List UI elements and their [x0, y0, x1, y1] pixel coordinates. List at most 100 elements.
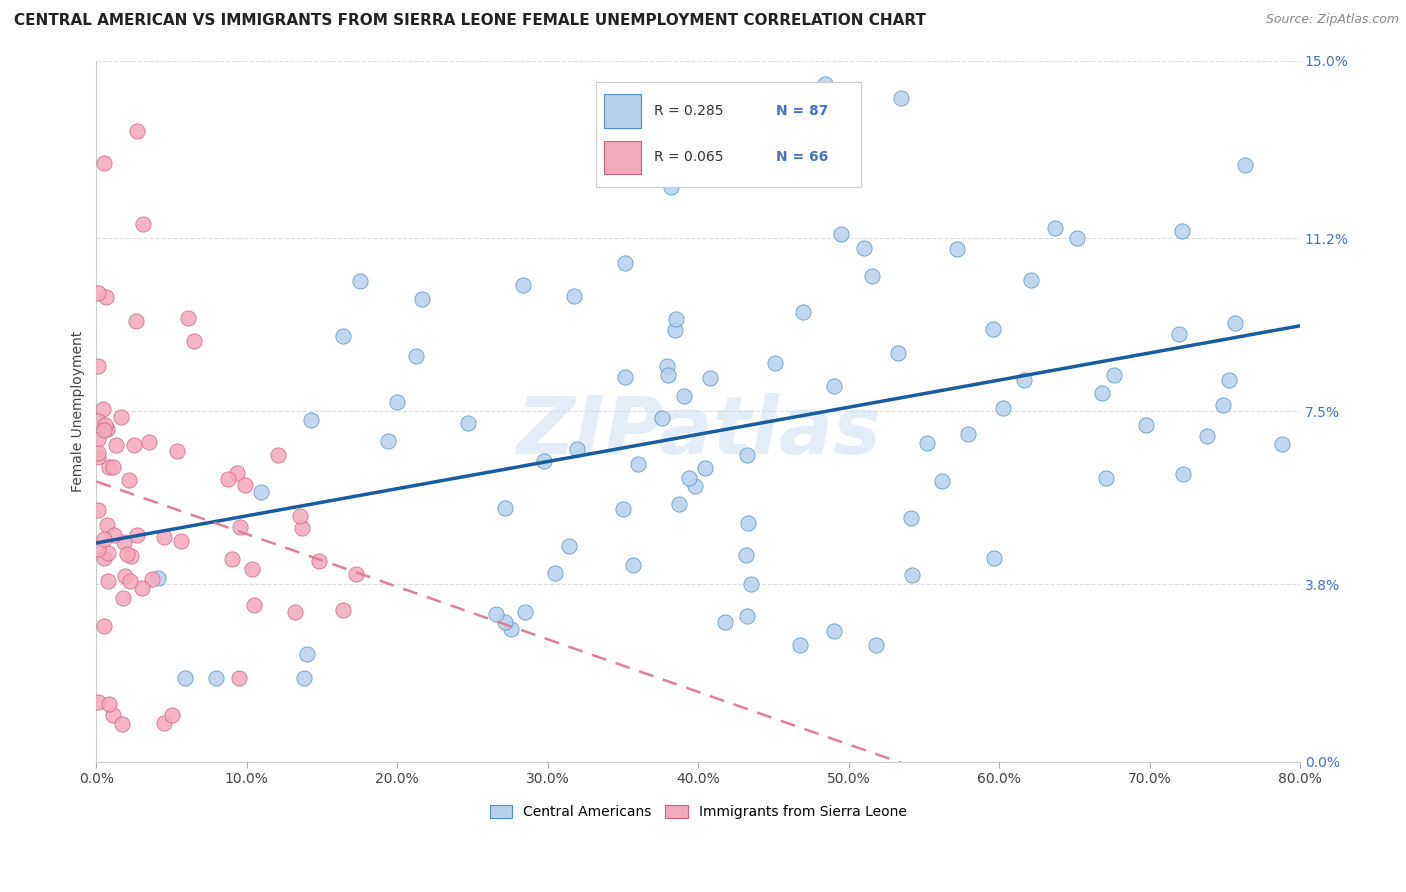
Point: [235, 478, 257, 492]
Point: [94, 418, 117, 433]
Point: [377, 434, 399, 449]
Point: [1019, 273, 1042, 287]
Point: [668, 497, 690, 511]
Point: [613, 370, 636, 384]
Point: [484, 607, 506, 621]
Point: [125, 314, 148, 328]
Point: [97, 574, 120, 589]
Point: [830, 227, 852, 241]
Point: [1012, 373, 1035, 387]
Point: [112, 591, 135, 605]
Point: [344, 567, 367, 582]
Point: [1066, 231, 1088, 245]
Point: [267, 448, 290, 462]
Point: [183, 334, 205, 348]
Point: [651, 411, 673, 425]
Point: [349, 274, 371, 288]
Point: [115, 548, 138, 562]
Point: [221, 552, 243, 566]
Point: [765, 356, 787, 370]
Point: [332, 603, 354, 617]
Point: [823, 379, 845, 393]
Point: [993, 401, 1015, 416]
Point: [494, 615, 516, 629]
Point: [93, 550, 115, 565]
Point: [87, 695, 110, 709]
Point: [558, 539, 581, 553]
Point: [120, 549, 142, 563]
Point: [1197, 429, 1219, 443]
Point: [1171, 224, 1194, 238]
Point: [659, 179, 682, 194]
Point: [981, 321, 1004, 335]
Point: [1212, 398, 1234, 412]
Point: [91, 402, 114, 417]
Point: [931, 474, 953, 488]
Point: [114, 569, 136, 583]
Point: [915, 436, 938, 450]
Point: [901, 567, 924, 582]
Point: [98, 459, 121, 474]
Point: [101, 708, 124, 723]
Point: [111, 717, 134, 731]
Point: [110, 409, 132, 424]
Point: [177, 310, 200, 325]
Point: [132, 217, 155, 231]
Point: [217, 472, 239, 486]
Point: [87, 286, 110, 301]
Point: [308, 554, 330, 568]
Point: [983, 551, 1005, 566]
Point: [332, 329, 354, 343]
Point: [131, 581, 153, 595]
Point: [513, 605, 536, 619]
Point: [769, 147, 792, 161]
Point: [613, 256, 636, 270]
Text: Source: ZipAtlas.com: Source: ZipAtlas.com: [1265, 13, 1399, 27]
Point: [665, 312, 688, 326]
Point: [295, 647, 318, 661]
Point: [823, 624, 845, 638]
Point: [96, 422, 118, 436]
Point: [146, 571, 169, 585]
Point: [1168, 327, 1191, 342]
Point: [1135, 418, 1157, 433]
Point: [226, 466, 249, 480]
Point: [87, 359, 110, 373]
Point: [664, 323, 686, 337]
Point: [87, 414, 110, 428]
Point: [249, 485, 271, 500]
Point: [792, 305, 814, 319]
Point: [683, 479, 706, 493]
Point: [228, 672, 250, 686]
Y-axis label: Female Unemployment: Female Unemployment: [72, 331, 86, 491]
Point: [153, 716, 176, 731]
Point: [1091, 386, 1114, 401]
Point: [887, 346, 910, 360]
Point: [612, 502, 634, 516]
Text: ZIPatlas: ZIPatlas: [516, 393, 880, 471]
Point: [533, 453, 555, 467]
Point: [946, 242, 969, 256]
Point: [87, 432, 110, 446]
Point: [160, 708, 183, 723]
Point: [499, 622, 522, 636]
Point: [96, 518, 118, 533]
Point: [735, 448, 758, 462]
Point: [1234, 158, 1257, 172]
Point: [173, 671, 195, 685]
Point: [678, 471, 700, 485]
Point: [94, 289, 117, 303]
Legend: Central Americans, Immigrants from Sierra Leone: Central Americans, Immigrants from Sierr…: [484, 800, 912, 825]
Point: [494, 500, 516, 515]
Point: [1271, 437, 1294, 451]
Point: [673, 389, 696, 403]
Point: [693, 460, 716, 475]
Point: [87, 450, 110, 464]
Point: [87, 542, 110, 557]
Point: [242, 599, 264, 613]
Point: [1095, 471, 1118, 485]
Point: [900, 510, 922, 524]
Point: [166, 443, 188, 458]
Point: [104, 438, 127, 452]
Point: [957, 427, 980, 442]
